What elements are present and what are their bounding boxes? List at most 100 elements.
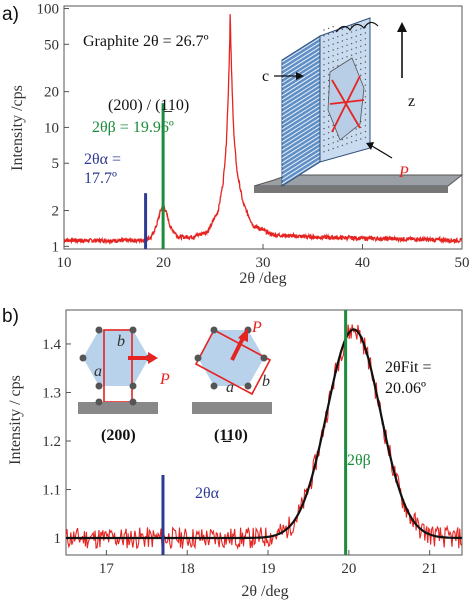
panel-b-xtick-label: 21 bbox=[422, 561, 437, 577]
panel-b-fit-line bbox=[66, 328, 462, 540]
face-dot bbox=[323, 75, 325, 78]
face-dot bbox=[364, 84, 367, 86]
face-dot bbox=[360, 51, 362, 53]
face-dot bbox=[355, 128, 357, 130]
c-arrow-head bbox=[296, 72, 304, 80]
panel-b-xtick-label: 18 bbox=[180, 561, 195, 577]
layer-fold-curves bbox=[335, 21, 379, 33]
face-dot bbox=[355, 134, 357, 136]
layer-line bbox=[281, 66, 321, 92]
face-dot bbox=[337, 47, 339, 50]
fit-label-1: 2θFit = bbox=[385, 359, 431, 376]
face-dot bbox=[364, 61, 367, 63]
face-dot bbox=[327, 68, 330, 70]
layer-line bbox=[281, 159, 321, 185]
face-dot bbox=[332, 55, 334, 57]
alpha-marker-label: 2θα bbox=[195, 485, 220, 502]
face-dot bbox=[355, 52, 357, 55]
p-label-a: P bbox=[398, 164, 409, 181]
face-dot bbox=[332, 147, 334, 150]
panel-b-measured-line bbox=[66, 324, 462, 551]
face-dot bbox=[360, 33, 362, 36]
panel-a-ytick-label: 2 bbox=[52, 204, 60, 220]
alpha-angle-label-1: 2θα = bbox=[84, 151, 121, 168]
panel-a-xtick-label: 30 bbox=[256, 255, 271, 271]
face-dot bbox=[337, 53, 339, 55]
face-dot bbox=[327, 50, 330, 53]
face-dot bbox=[323, 93, 325, 95]
face-dot bbox=[327, 143, 330, 146]
face-dot bbox=[323, 127, 325, 130]
face-dot bbox=[327, 149, 330, 151]
face-dot bbox=[355, 64, 357, 66]
face-dot bbox=[341, 144, 344, 147]
inset-110: P a b (1̲10) bbox=[192, 319, 272, 444]
face-dot bbox=[323, 98, 325, 101]
panel-b-ylabel: Intensity / cps bbox=[7, 375, 24, 465]
face-dot bbox=[332, 31, 334, 34]
face-dot bbox=[323, 58, 325, 60]
face-dot bbox=[323, 64, 325, 66]
panel-a-xtick-label: 10 bbox=[57, 255, 72, 271]
face-dot bbox=[327, 45, 330, 47]
face-dot bbox=[337, 146, 339, 148]
panel-a-series-line bbox=[64, 14, 462, 245]
face-dot bbox=[364, 55, 367, 57]
p-label-110: P bbox=[251, 319, 262, 336]
face-dot bbox=[323, 133, 325, 136]
layer-line bbox=[281, 150, 321, 176]
face-dot bbox=[323, 145, 325, 147]
layer-line bbox=[281, 142, 321, 168]
cell-b-label-200: b bbox=[117, 333, 125, 350]
layer-line bbox=[281, 71, 321, 97]
face-dot bbox=[355, 29, 357, 32]
p-arrow bbox=[371, 145, 393, 159]
face-dot bbox=[327, 126, 330, 128]
panel-a-label: a) bbox=[2, 4, 19, 25]
face-dot bbox=[350, 48, 353, 51]
substrate-110 bbox=[192, 402, 272, 414]
substrate-200 bbox=[78, 402, 158, 414]
face-dot bbox=[346, 50, 348, 52]
panel-a-xtick-label: 50 bbox=[455, 255, 470, 271]
face-dot bbox=[332, 142, 334, 144]
panel-b-ytick-label: 1.4 bbox=[42, 337, 61, 353]
face-dot bbox=[327, 27, 330, 30]
face-dot bbox=[350, 141, 353, 143]
face-dot bbox=[323, 110, 325, 112]
face-dot bbox=[337, 59, 339, 61]
face-dot bbox=[327, 33, 330, 35]
p-arrow-110-head bbox=[238, 328, 248, 342]
panel-a-ytick-label: 10 bbox=[44, 120, 59, 136]
face-dot bbox=[327, 79, 330, 82]
panel-a-ytick-label: 50 bbox=[44, 37, 59, 53]
face-dot bbox=[350, 37, 353, 39]
panel-b-ytick-label: 1 bbox=[54, 531, 62, 547]
layer-line bbox=[281, 108, 321, 134]
face-dot bbox=[364, 107, 367, 110]
inset-200: a b P (200) bbox=[78, 326, 170, 444]
face-dot bbox=[337, 65, 339, 67]
panel-a: a) 10 20 30 40 50 1 2 5 10 20 50 100 Intensity /cps… bbox=[2, 2, 470, 287]
layer-line bbox=[281, 129, 321, 155]
panel-b-xtick-label: 17 bbox=[99, 561, 115, 577]
face-dot bbox=[323, 69, 325, 72]
face-dot bbox=[323, 81, 325, 83]
face-dot bbox=[327, 56, 330, 59]
face-dot bbox=[364, 78, 367, 81]
panel-b-xlabel: 2θ /deg bbox=[241, 583, 288, 600]
face-dot bbox=[332, 49, 334, 51]
panel-b-label: b) bbox=[2, 306, 19, 327]
p-label-200: P bbox=[159, 371, 170, 388]
p-arrow-head bbox=[366, 142, 374, 150]
layer-line bbox=[281, 45, 321, 71]
face-dot bbox=[341, 138, 344, 141]
face-dot bbox=[332, 60, 334, 63]
face-dot bbox=[332, 66, 334, 69]
face-dot bbox=[346, 44, 348, 46]
cell-b-label-110: b bbox=[262, 373, 270, 390]
layer-line bbox=[281, 146, 321, 172]
face-dot bbox=[360, 138, 362, 140]
face-dot bbox=[364, 32, 367, 34]
